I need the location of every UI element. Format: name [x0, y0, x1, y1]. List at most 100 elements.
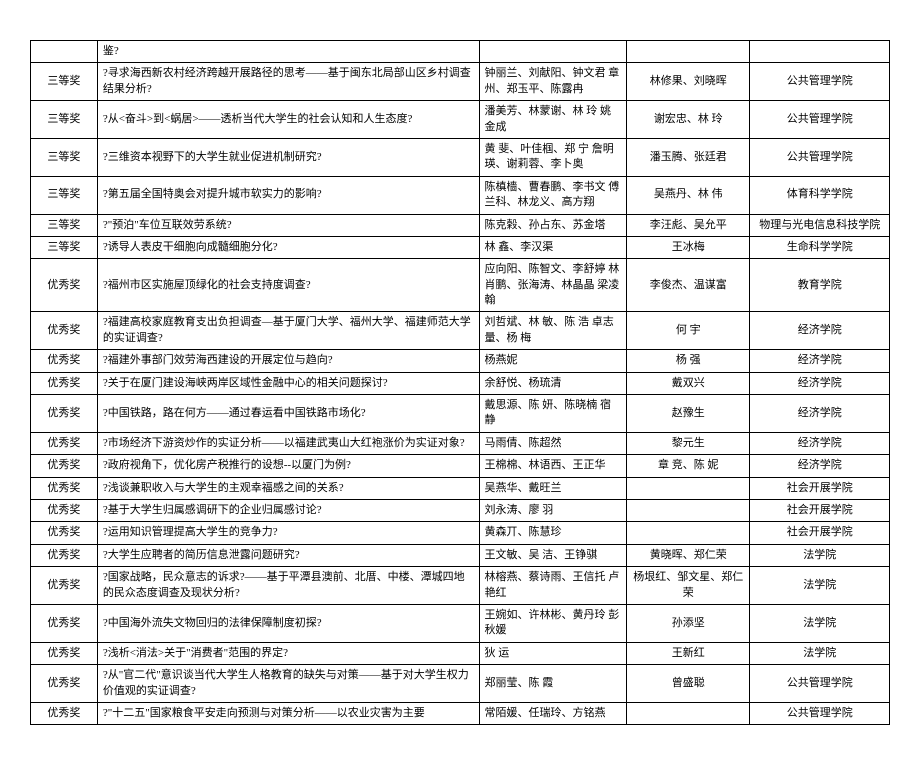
cell-college: 社会开展学院 — [750, 477, 890, 499]
cell-topic: ?运用知识管理提高大学生的竞争力? — [97, 522, 479, 544]
cell-topic: ?寻求海西新农村经济跨越开展路径的思考——基于闽东北局部山区乡村调查结果分析? — [97, 63, 479, 101]
table-row: 三等奖?寻求海西新农村经济跨越开展路径的思考——基于闽东北局部山区乡村调查结果分… — [31, 63, 890, 101]
cell-award: 三等奖 — [31, 63, 98, 101]
cell-college: 生命科学学院 — [750, 236, 890, 258]
cell-students — [479, 41, 627, 63]
cell-students: 刘永涛、廖 羽 — [479, 499, 627, 521]
cell-teachers: 孙添坚 — [627, 604, 750, 642]
table-row: 优秀奖?运用知识管理提高大学生的竞争力?黄森丌、陈慧珍 社会开展学院 — [31, 522, 890, 544]
table-row: 鉴? — [31, 41, 890, 63]
table-row: 优秀奖?关于在厦门建设海峡两岸区域性金融中心的相关问题探讨?余舒悦、杨琉清戴双兴… — [31, 372, 890, 394]
cell-teachers — [627, 477, 750, 499]
cell-award: 三等奖 — [31, 236, 98, 258]
cell-award: 优秀奖 — [31, 477, 98, 499]
cell-award: 优秀奖 — [31, 567, 98, 605]
cell-teachers: 戴双兴 — [627, 372, 750, 394]
cell-teachers: 林修果、刘晓晖 — [627, 63, 750, 101]
cell-topic: ?中国铁路，路在何方——通过春运看中国铁路市场化? — [97, 395, 479, 433]
cell-students: 林 鑫、李汉渠 — [479, 236, 627, 258]
cell-students: 陈槙樯、曹春鹏、李书文 傅兰科、林龙义、高方翔 — [479, 176, 627, 214]
cell-award: 三等奖 — [31, 176, 98, 214]
cell-teachers: 王冰梅 — [627, 236, 750, 258]
cell-award: 优秀奖 — [31, 642, 98, 664]
cell-college: 公共管理学院 — [750, 63, 890, 101]
cell-teachers — [627, 499, 750, 521]
cell-students: 陈克榖、孙占东、苏金塔 — [479, 214, 627, 236]
cell-college: 社会开展学院 — [750, 522, 890, 544]
table-row: 优秀奖?基于大学生归属感调研下的企业归属感讨论?刘永涛、廖 羽社会开展学院 — [31, 499, 890, 521]
cell-college: 体育科学学院 — [750, 176, 890, 214]
cell-students: 马雨倩、陈超然 — [479, 432, 627, 454]
table-row: 优秀奖?"十二五"国家粮食平安走向预测与对策分析——以农业灾害为主要常陌媛、任瑞… — [31, 702, 890, 724]
cell-teachers: 曾盛聪 — [627, 665, 750, 703]
cell-topic: ?第五届全国特奥会对提升城市软实力的影响? — [97, 176, 479, 214]
cell-college: 经济学院 — [750, 372, 890, 394]
cell-teachers: 李俊杰、温谋富 — [627, 259, 750, 312]
table-row: 优秀奖?政府视角下，优化房产税推行的设想--以厦门为例?王棉棉、林语西、王正华章… — [31, 455, 890, 477]
cell-college: 法学院 — [750, 642, 890, 664]
cell-topic: ?"预泊"车位互联效劳系统? — [97, 214, 479, 236]
cell-college: 法学院 — [750, 544, 890, 566]
cell-students: 应向阳、陈智文、李舒婷 林肖鹏、张海涛、林晶晶 梁凌翰 — [479, 259, 627, 312]
cell-students: 王棉棉、林语西、王正华 — [479, 455, 627, 477]
cell-students: 余舒悦、杨琉清 — [479, 372, 627, 394]
cell-students: 潘美芳、林蒙谢、林 玲 姚金成 — [479, 101, 627, 139]
cell-award: 三等奖 — [31, 214, 98, 236]
cell-teachers: 王新红 — [627, 642, 750, 664]
cell-teachers: 杨 强 — [627, 350, 750, 372]
cell-students: 林榕燕、蔡诗雨、王信托 卢艳红 — [479, 567, 627, 605]
cell-award: 优秀奖 — [31, 544, 98, 566]
cell-college: 经济学院 — [750, 312, 890, 350]
cell-topic: ?诱导人表皮干细胞向成髓细胞分化? — [97, 236, 479, 258]
cell-topic: ?福建高校家庭教育支出负担调查—基于厦门大学、福州大学、福建师范大学的实证调查? — [97, 312, 479, 350]
cell-award: 三等奖 — [31, 101, 98, 139]
cell-topic: ?从<奋斗>到<蜗居>——透析当代大学生的社会认知和人生态度? — [97, 101, 479, 139]
cell-college: 经济学院 — [750, 395, 890, 433]
cell-award: 优秀奖 — [31, 702, 98, 724]
cell-award: 优秀奖 — [31, 604, 98, 642]
table-row: 三等奖?第五届全国特奥会对提升城市软实力的影响?陈槙樯、曹春鹏、李书文 傅兰科、… — [31, 176, 890, 214]
cell-topic: ?中国海外流失文物回归的法律保障制度初探? — [97, 604, 479, 642]
cell-college: 经济学院 — [750, 350, 890, 372]
cell-teachers: 潘玉腾、张廷君 — [627, 138, 750, 176]
cell-topic: ?关于在厦门建设海峡两岸区域性金融中心的相关问题探讨? — [97, 372, 479, 394]
cell-students: 狄 运 — [479, 642, 627, 664]
table-body: 鉴?三等奖?寻求海西新农村经济跨越开展路径的思考——基于闽东北局部山区乡村调查结… — [31, 41, 890, 725]
cell-topic: ?政府视角下，优化房产税推行的设想--以厦门为例? — [97, 455, 479, 477]
cell-award — [31, 41, 98, 63]
table-row: 优秀奖?大学生应聘者的简历信息泄露问题研究?王文敏、吴 洁、王铮骐黄晓晖、郑仁荣… — [31, 544, 890, 566]
cell-students: 杨燕妮 — [479, 350, 627, 372]
cell-students: 黄 斐、叶佳椢、郑 宁 詹明瑛、谢莉蓉、李卜奥 — [479, 138, 627, 176]
table-row: 三等奖?三维资本视野下的大学生就业促进机制研究?黄 斐、叶佳椢、郑 宁 詹明瑛、… — [31, 138, 890, 176]
cell-college: 物理与光电信息科技学院 — [750, 214, 890, 236]
cell-college: 公共管理学院 — [750, 101, 890, 139]
cell-college: 公共管理学院 — [750, 138, 890, 176]
cell-award: 优秀奖 — [31, 522, 98, 544]
cell-students: 黄森丌、陈慧珍 — [479, 522, 627, 544]
table-row: 优秀奖?中国海外流失文物回归的法律保障制度初探?王婉如、许林彬、黄丹玲 彭秋媛孙… — [31, 604, 890, 642]
table-row: 三等奖?"预泊"车位互联效劳系统?陈克榖、孙占东、苏金塔李汪彪、吴允平物理与光电… — [31, 214, 890, 236]
cell-college: 教育学院 — [750, 259, 890, 312]
table-row: 优秀奖?福建高校家庭教育支出负担调查—基于厦门大学、福州大学、福建师范大学的实证… — [31, 312, 890, 350]
table-row: 三等奖?从<奋斗>到<蜗居>——透析当代大学生的社会认知和人生态度?潘美芳、林蒙… — [31, 101, 890, 139]
table-row: 优秀奖?浅谈兼职收入与大学生的主观幸福感之间的关系?吴燕华、戴旺兰社会开展学院 — [31, 477, 890, 499]
cell-award: 优秀奖 — [31, 312, 98, 350]
cell-topic: ?国家战略，民众意志的诉求?——基于平潭县澳前、北厝、中楼、潭城四地的民众态度调… — [97, 567, 479, 605]
cell-teachers — [627, 522, 750, 544]
awards-table: 鉴?三等奖?寻求海西新农村经济跨越开展路径的思考——基于闽东北局部山区乡村调查结… — [30, 40, 890, 725]
cell-topic: ?市场经济下游资炒作的实证分析——以福建武夷山大红袍涨价为实证对象? — [97, 432, 479, 454]
cell-award: 优秀奖 — [31, 499, 98, 521]
cell-award: 优秀奖 — [31, 455, 98, 477]
cell-students: 刘哲斌、林 敏、陈 浩 卓志量、杨 梅 — [479, 312, 627, 350]
cell-students: 戴思源、陈 妍、陈晓楠 宿 静 — [479, 395, 627, 433]
table-row: 优秀奖?中国铁路，路在何方——通过春运看中国铁路市场化?戴思源、陈 妍、陈晓楠 … — [31, 395, 890, 433]
cell-teachers: 何 宇 — [627, 312, 750, 350]
cell-topic: 鉴? — [97, 41, 479, 63]
cell-topic: ?三维资本视野下的大学生就业促进机制研究? — [97, 138, 479, 176]
table-row: 优秀奖?市场经济下游资炒作的实证分析——以福建武夷山大红袍涨价为实证对象?马雨倩… — [31, 432, 890, 454]
cell-college: 法学院 — [750, 567, 890, 605]
cell-award: 优秀奖 — [31, 432, 98, 454]
table-row: 优秀奖?从"官二代"意识谈当代大学生人格教育的缺失与对策——基于对大学生权力价值… — [31, 665, 890, 703]
cell-topic: ?福州市区实施屋顶绿化的社会支持度调查? — [97, 259, 479, 312]
cell-topic: ?大学生应聘者的简历信息泄露问题研究? — [97, 544, 479, 566]
